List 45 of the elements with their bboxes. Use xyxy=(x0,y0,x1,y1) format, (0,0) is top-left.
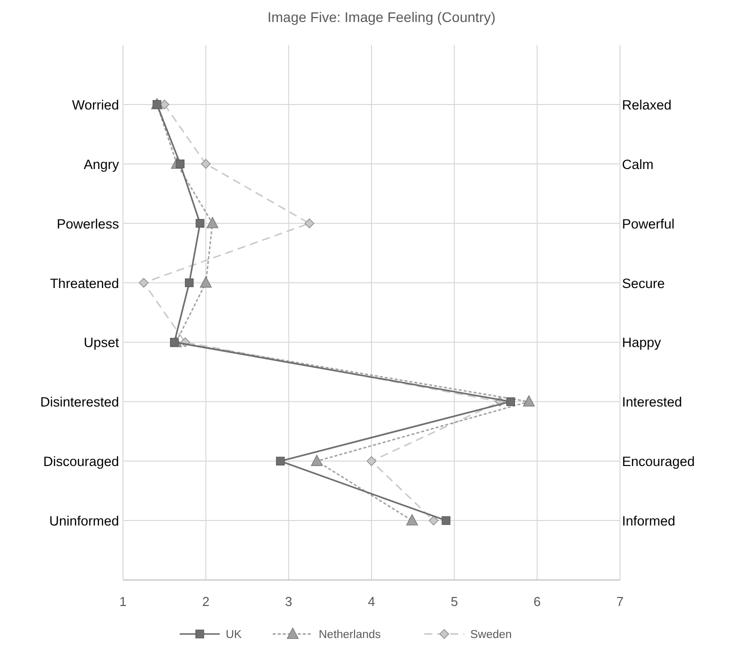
y-tick-label: Upset xyxy=(84,335,120,350)
point xyxy=(442,516,450,525)
legend-label: Sweden xyxy=(470,629,512,641)
chart-title: Image Five: Image Feeling (Country) xyxy=(268,9,496,25)
y-tick-label: Powerless xyxy=(56,216,120,232)
x-tick-label: 6 xyxy=(534,594,541,609)
y2-tick-label: Secure xyxy=(622,276,665,291)
point xyxy=(138,278,149,288)
x-tick-label: 2 xyxy=(202,594,210,609)
point xyxy=(406,514,418,526)
point xyxy=(160,100,170,110)
y-tick-label: Uninformed xyxy=(49,514,119,529)
y2-tick-label: Relaxed xyxy=(622,97,672,112)
point xyxy=(200,276,212,288)
point xyxy=(428,516,438,526)
point xyxy=(184,278,194,288)
y-tick-label: Threatened xyxy=(50,276,119,291)
y2-tick-label: Encouraged xyxy=(622,454,695,470)
y2-tick-label: Calm xyxy=(622,156,654,172)
point xyxy=(206,216,218,228)
y2-tick-label: Interested xyxy=(622,394,682,410)
y-tick-label: Disinterested xyxy=(40,394,119,410)
point xyxy=(506,397,516,406)
point xyxy=(310,454,323,466)
x-tick-label: 4 xyxy=(368,594,376,609)
point xyxy=(523,395,535,407)
legend-label: Netherlands xyxy=(318,629,382,641)
point xyxy=(304,218,314,228)
point xyxy=(176,160,185,168)
point xyxy=(276,456,285,466)
y-tick-label: Discouraged xyxy=(43,454,119,470)
x-tick-label: 5 xyxy=(450,594,458,609)
legend-label: UK xyxy=(226,629,242,641)
x-tick-label: 1 xyxy=(119,594,127,609)
y2-tick-label: Informed xyxy=(622,514,676,529)
y-tick-label: Worried xyxy=(72,97,119,112)
point xyxy=(170,338,179,347)
point xyxy=(366,456,376,466)
y-tick-label: Angry xyxy=(84,156,120,172)
point xyxy=(196,218,204,228)
y2-tick-label: Happy xyxy=(622,335,662,350)
x-tick-label: 7 xyxy=(616,594,624,609)
x-tick-label: 3 xyxy=(285,594,292,609)
point xyxy=(200,159,211,169)
y2-tick-label: Powerful xyxy=(622,216,675,232)
